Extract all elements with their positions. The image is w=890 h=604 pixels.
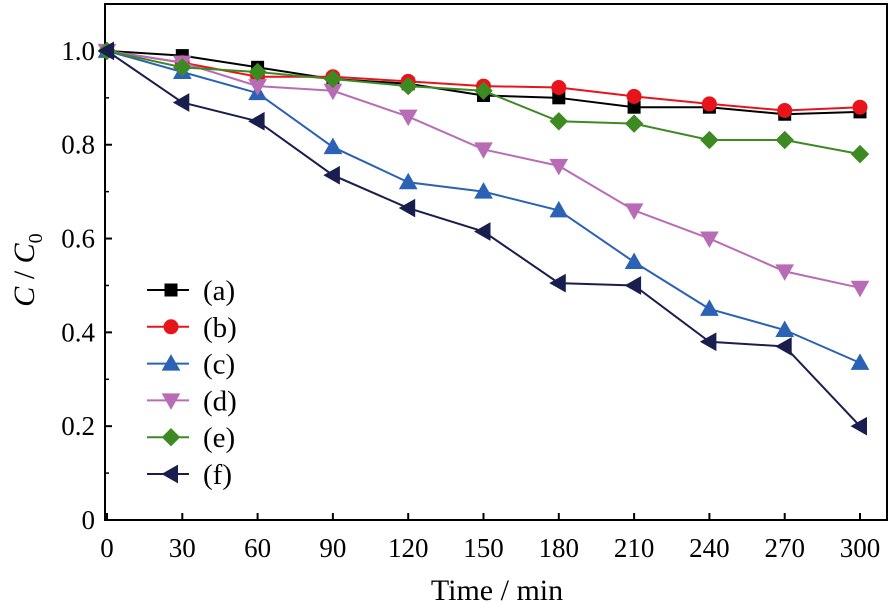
- x-tick-label: 90: [319, 533, 346, 563]
- plot-frame: [104, 3, 888, 521]
- data-point: [775, 130, 794, 150]
- data-point: [172, 93, 190, 112]
- legend-marker: [163, 319, 179, 335]
- x-tick-label: 30: [169, 533, 196, 563]
- legend-entry: (a): [147, 275, 235, 307]
- data-point: [173, 58, 192, 77]
- data-point: [624, 252, 644, 269]
- legend: (a) (b) (c) (d) (e) (f): [147, 275, 237, 491]
- y-tick-label: 0: [82, 505, 96, 535]
- legend-entry: (d): [147, 385, 237, 417]
- data-point: [850, 416, 867, 436]
- x-tick-label: 150: [463, 533, 504, 563]
- y-axis-title-sep: /: [8, 263, 41, 286]
- legend-label: (d): [203, 385, 237, 417]
- legend-entry: (b): [147, 312, 237, 344]
- data-point: [852, 99, 868, 115]
- data-point: [700, 299, 719, 316]
- data-point: [473, 222, 491, 241]
- legend-marker: [161, 464, 178, 484]
- legend-label: (e): [203, 422, 235, 454]
- x-tick-label: 120: [388, 533, 429, 563]
- data-point: [549, 158, 569, 176]
- data-point: [626, 88, 642, 104]
- data-point: [775, 337, 792, 356]
- legend-label: (c): [203, 349, 235, 381]
- legend-marker: [161, 354, 181, 371]
- legend-marker: [164, 283, 178, 297]
- legend-label: (a): [203, 275, 235, 307]
- legend-label: (b): [203, 312, 237, 344]
- data-point: [700, 130, 719, 150]
- y-axis-title-subscript: 0: [25, 233, 47, 243]
- data-point: [323, 69, 343, 89]
- data-point: [777, 102, 793, 118]
- data-point: [398, 198, 416, 218]
- y-tick-label: 0.4: [61, 317, 95, 347]
- data-point: [850, 353, 870, 370]
- data-point: [97, 41, 114, 61]
- series-6: [97, 41, 867, 436]
- data-point: [474, 81, 493, 100]
- x-tick-label: 270: [764, 533, 805, 563]
- data-point: [775, 264, 795, 281]
- data-point: [850, 280, 870, 298]
- y-axis-title-main: C: [8, 286, 41, 307]
- series-4: [97, 43, 870, 298]
- data-point: [700, 231, 719, 249]
- data-point: [624, 114, 644, 133]
- data-point: [398, 172, 418, 190]
- x-tick-label: 60: [244, 533, 271, 563]
- data-point: [474, 142, 493, 159]
- plot-area: [104, 3, 888, 521]
- data-point: [549, 112, 569, 131]
- data-point: [549, 200, 569, 218]
- x-tick-label: 210: [614, 533, 655, 563]
- data-point: [624, 203, 644, 220]
- legend-marker: [161, 393, 181, 410]
- data-point: [248, 62, 267, 82]
- x-tick-label: 240: [689, 533, 730, 563]
- x-tick-label: 300: [840, 533, 881, 563]
- y-axis-title-denom: C: [8, 242, 41, 263]
- legend-entry: (f): [147, 459, 232, 491]
- y-tick-label: 0.6: [61, 224, 95, 254]
- y-tick-label: 1.0: [61, 36, 95, 66]
- data-point: [549, 273, 566, 293]
- series-layer: [97, 41, 870, 436]
- y-tick-label: 0.8: [61, 130, 95, 160]
- data-point: [850, 144, 870, 164]
- series-line: [106, 49, 861, 156]
- y-axis-title: C / C0: [8, 233, 47, 306]
- data-point: [701, 96, 717, 112]
- x-axis-title: Time / min: [431, 574, 563, 604]
- data-point: [248, 111, 265, 131]
- legend-entry: (e): [147, 422, 235, 454]
- data-point: [323, 137, 343, 155]
- legend-entry: (c): [147, 349, 235, 381]
- data-point: [699, 332, 717, 352]
- data-point: [323, 165, 340, 185]
- data-point: [398, 76, 418, 96]
- data-point: [775, 320, 795, 338]
- data-point: [398, 109, 418, 127]
- axes: 0 30 60 90 120 150 180 210 240 270 300 0 0.2 0.4 0.6 0.…: [61, 3, 881, 563]
- legend-label: (f): [203, 459, 232, 491]
- legend-marker: [161, 427, 181, 447]
- data-point: [624, 276, 642, 295]
- data-point: [551, 79, 567, 95]
- x-tick-label: 0: [100, 533, 114, 563]
- data-point: [474, 182, 493, 199]
- x-tick-label: 180: [539, 533, 580, 563]
- y-tick-label: 0.2: [61, 411, 95, 441]
